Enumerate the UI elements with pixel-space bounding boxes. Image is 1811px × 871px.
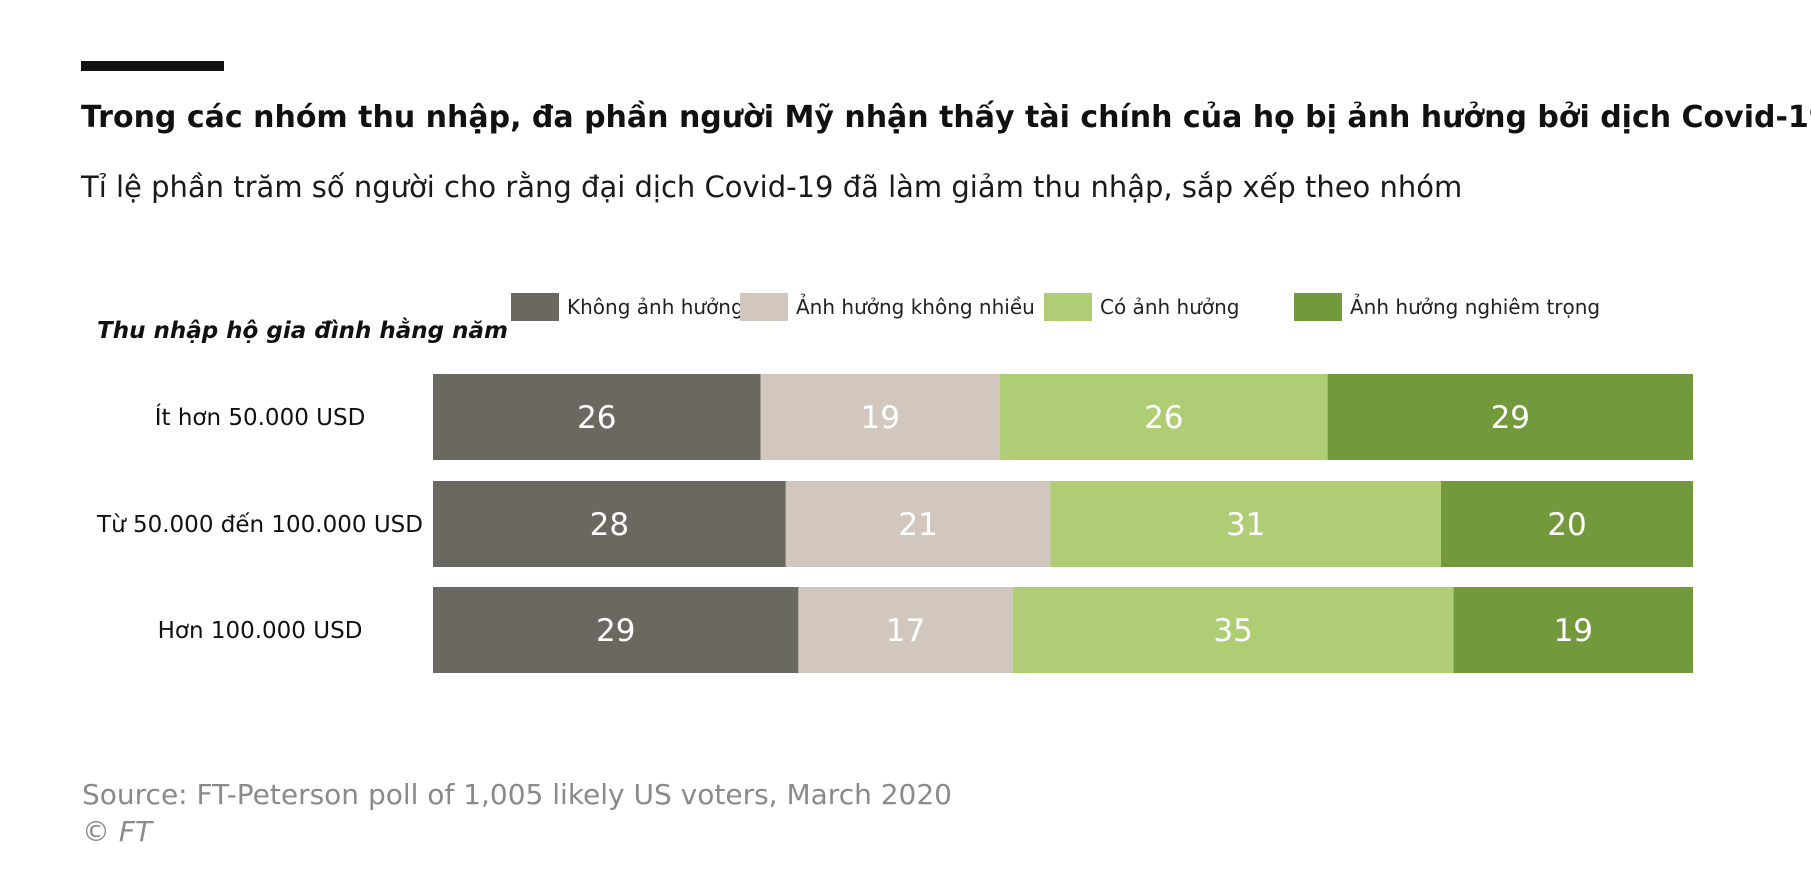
data-label: 20 bbox=[1547, 507, 1586, 543]
bar-segment bbox=[433, 587, 799, 673]
bar-segment bbox=[785, 481, 1051, 567]
data-label: 19 bbox=[861, 400, 900, 436]
legend-label: Có ảnh hưởng bbox=[1100, 295, 1240, 319]
row-header: Thu nhập hộ gia đình hằng năm bbox=[97, 318, 508, 344]
category-label: Từ 50.000 đến 100.000 USD bbox=[96, 512, 423, 538]
legend-item-anh-huong-nghiem-trong: Ảnh hưởng nghiêm trọng bbox=[1294, 290, 1600, 324]
legend-label: Ảnh hưởng không nhiều bbox=[796, 295, 1035, 319]
bar-segment bbox=[1327, 374, 1693, 460]
source-note: Source: FT-Peterson poll of 1,005 likely… bbox=[82, 778, 952, 811]
legend-swatch bbox=[511, 293, 559, 321]
copyright-note: © FT bbox=[82, 815, 153, 848]
category-label: Hơn 100.000 USD bbox=[158, 618, 363, 644]
bar-segment bbox=[433, 481, 786, 567]
legend: Không ảnh hưởng Ảnh hưởng không nhiều Có… bbox=[511, 290, 1711, 324]
bar-segment bbox=[1000, 374, 1328, 460]
legend-swatch bbox=[1294, 293, 1342, 321]
data-label: 29 bbox=[1491, 400, 1530, 436]
bar-segment bbox=[1441, 481, 1693, 567]
data-label: 26 bbox=[577, 400, 616, 436]
data-label: 21 bbox=[898, 507, 937, 543]
data-label: 35 bbox=[1213, 613, 1252, 649]
bar-segment bbox=[760, 374, 1000, 460]
bar-segment bbox=[1012, 587, 1454, 673]
legend-label: Không ảnh hưởng bbox=[567, 295, 744, 319]
legend-swatch bbox=[1044, 293, 1092, 321]
data-label: 17 bbox=[886, 613, 925, 649]
chart-title: Trong các nhóm thu nhập, đa phần người M… bbox=[81, 100, 1811, 135]
data-label: 29 bbox=[596, 613, 635, 649]
data-label: 19 bbox=[1554, 613, 1593, 649]
data-label: 26 bbox=[1144, 400, 1183, 436]
legend-item-khong-anh-huong: Không ảnh hưởng bbox=[511, 290, 744, 324]
category-label: Ít hơn 50.000 USD bbox=[155, 403, 366, 431]
bar-segment bbox=[1453, 587, 1693, 673]
data-label: 31 bbox=[1226, 507, 1265, 543]
bar-segment bbox=[433, 374, 761, 460]
bar-segment bbox=[1050, 481, 1441, 567]
legend-item-anh-huong-khong-nhieu: Ảnh hưởng không nhiều bbox=[740, 290, 1035, 324]
bar-segment bbox=[798, 587, 1013, 673]
chart-subtitle: Tỉ lệ phần trăm số người cho rằng đại dị… bbox=[81, 170, 1463, 204]
legend-label: Ảnh hưởng nghiêm trọng bbox=[1350, 295, 1601, 319]
legend-item-co-anh-huong: Có ảnh hưởng bbox=[1044, 290, 1239, 324]
accent-bar bbox=[81, 61, 224, 71]
legend-swatch bbox=[740, 293, 788, 321]
data-label: 28 bbox=[590, 507, 629, 543]
